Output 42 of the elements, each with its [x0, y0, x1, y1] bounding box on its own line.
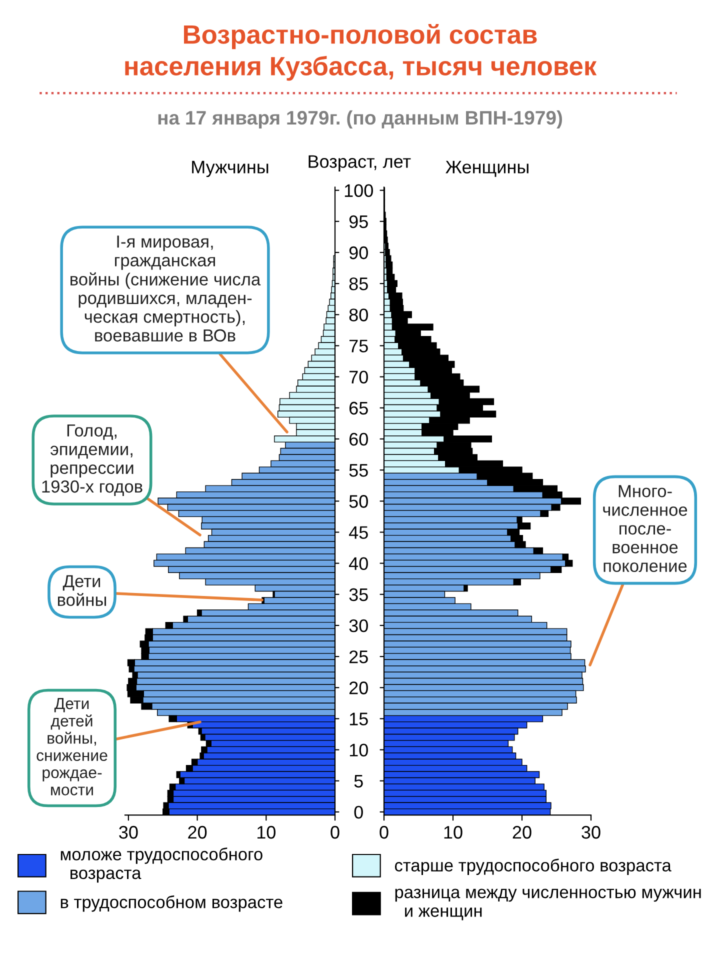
y-axis-title: Возраст, лет: [308, 155, 411, 172]
x-tick-label: 20: [512, 826, 532, 839]
annotation: Голод, эпидемии, репрессии 1930-х годов: [42, 424, 142, 496]
y-tick-label: 65: [349, 402, 368, 415]
x-tick-label: 10: [444, 826, 462, 839]
x-tick-label: 0: [380, 826, 388, 839]
y-tick-label: 60: [349, 432, 368, 446]
x-tick-label: 0: [330, 826, 340, 839]
y-tick-label: 45: [348, 526, 368, 539]
text: Дети детей войны, снижение рождае- мости: [36, 698, 108, 796]
chart-title: Возрастно-половой состав населения Кузбасса, тысяч человек: [125, 24, 597, 81]
text: Дети войны: [58, 575, 106, 606]
x-tick-label: 30: [582, 826, 600, 839]
y-tick-label: 50: [349, 495, 368, 508]
x-axis-title: Женщины: [446, 160, 528, 177]
y-tick-label: 70: [349, 370, 368, 384]
y-tick-label: 10: [350, 744, 368, 756]
y-tick-label: 90: [349, 246, 368, 260]
chart-subtitle: на 17 января 1979г. (по данным ВПН-1979): [158, 110, 562, 129]
text: Много- численное после- военное поколение: [603, 485, 688, 572]
y-tick-label: 25: [349, 650, 368, 664]
y-tick-label: 30: [349, 619, 368, 632]
legend-label: старше трудоспособного возраста: [394, 858, 672, 875]
y-tick-label: 75: [349, 340, 368, 352]
y-tick-label: 40: [348, 557, 368, 570]
y-tick-label: 15: [350, 712, 368, 726]
annotation: I-я мировая, гражданская войны (снижение числа родившихся, младен- ческая смертность), воевавшие в ВОв: [70, 236, 261, 342]
y-tick-label: 100: [344, 184, 373, 198]
legend-label: в трудоспособном возрасте: [60, 895, 282, 912]
x-tick-label: 20: [188, 826, 207, 839]
y-tick-label: 85: [349, 277, 368, 290]
y-tick-label: 35: [349, 588, 368, 602]
y-tick-label: 20: [349, 682, 368, 694]
y-tick-label: 0: [354, 806, 363, 819]
y-tick-label: 95: [349, 215, 368, 228]
x-tick-label: 30: [119, 826, 138, 839]
y-tick-label: 80: [349, 308, 368, 322]
x-tick-label: 10: [257, 826, 276, 839]
y-tick-label: 5: [354, 774, 363, 788]
y-tick-label: 55: [349, 464, 368, 477]
x-axis-title: Мужчины: [192, 160, 268, 178]
legend-label: разница между численностью мужчин и женщин: [395, 888, 701, 920]
